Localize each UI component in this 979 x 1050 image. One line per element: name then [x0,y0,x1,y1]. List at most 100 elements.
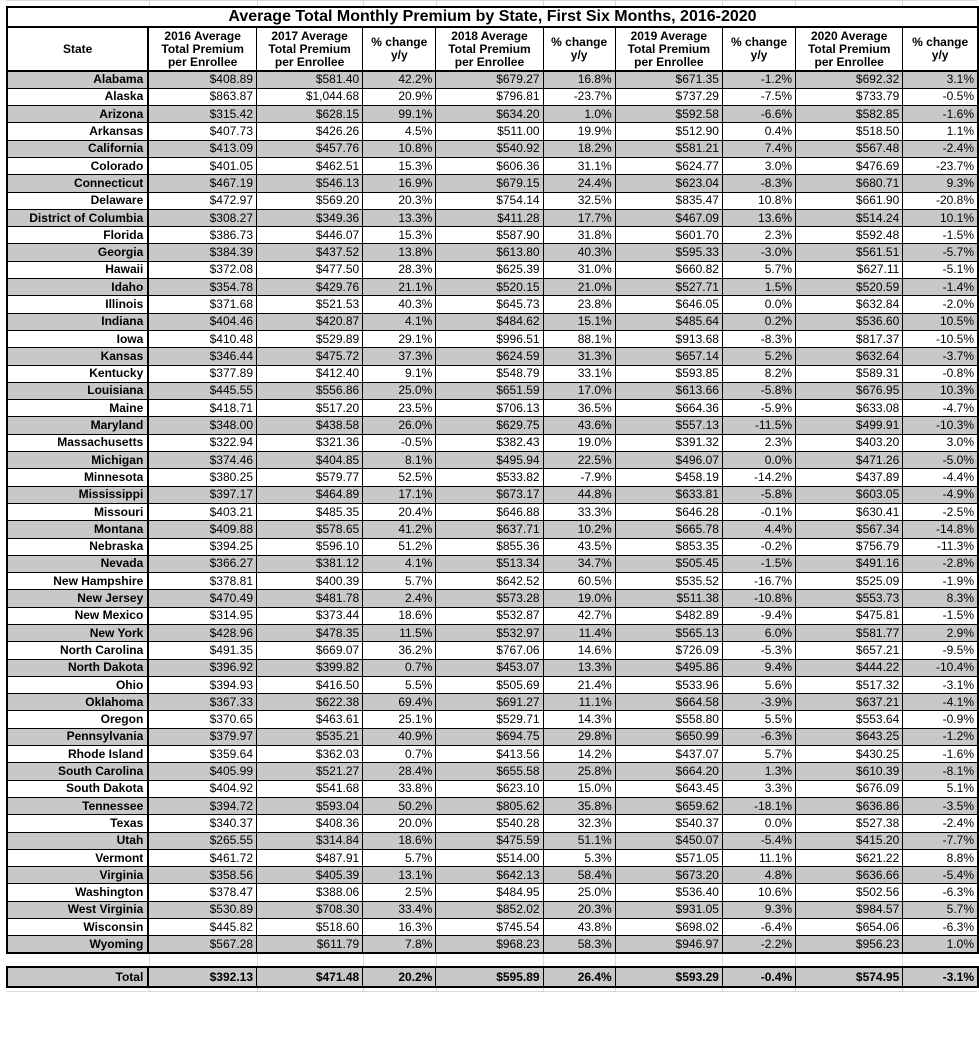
table-row: District of Columbia $308.27 $349.36 13.3% $… [6,208,979,228]
total-cell-pct-change-2018: 26.4% [542,966,616,989]
cell-premium-2020: $589.31 [795,364,904,383]
cell-premium-2018: $642.52 [435,572,544,591]
cell-premium-2016: $445.82 [147,918,258,937]
cell-pct-change-2020: 5.1% [902,779,979,798]
cell-pct-change-2018: 58.4% [542,866,616,885]
cell-pct-change-2018: 19.0% [542,589,616,608]
cell-state: New York [6,623,150,643]
cell-premium-2018: $495.94 [435,451,544,470]
table-row: Illinois $371.68 $521.53 40.3% $645.73 23.8% $… [6,295,979,314]
table-title: Average Total Monthly Premium by State, … [6,6,979,28]
cell-premium-2016: $308.27 [147,208,258,228]
cell-pct-change-2020: -4.4% [902,468,979,487]
cell-premium-2020: $471.26 [795,451,904,470]
cell-pct-change-2018: 43.5% [542,537,616,556]
cell-premium-2020: $603.05 [795,485,904,504]
cell-premium-2020: $430.25 [795,745,904,764]
table-row: Minnesota $380.25 $579.77 52.5% $533.82 -7.9%… [6,468,979,487]
table-head: Average Total Monthly Premium by State, … [6,6,979,72]
cell-pct-change-2020: 5.7% [902,900,979,920]
table-row: Massachusetts $322.94 $321.36 -0.5% $382.43 1… [6,433,979,453]
cell-pct-change-2017: -0.5% [362,433,437,453]
cell-premium-2018: $679.27 [435,70,544,89]
cell-premium-2018: $623.10 [435,779,544,798]
table-row: Montana $409.88 $578.65 41.2% $637.71 10.2% $6… [6,520,979,539]
cell-pct-change-2019: 10.8% [721,191,797,210]
cell-pct-change-2020: -0.8% [902,364,979,383]
cell-state: Delaware [6,191,150,210]
cell-pct-change-2020: -1.9% [902,572,979,591]
cell-premium-2017: $416.50 [255,675,364,695]
table-row: Arkansas $407.73 $426.26 4.5% $511.00 19.9% $5… [6,122,979,141]
cell-premium-2016: $377.89 [147,364,258,383]
cell-pct-change-2019: -11.5% [721,416,797,435]
cell-premium-2020: $520.59 [795,278,904,297]
cell-premium-2016: $371.68 [147,295,258,314]
cell-pct-change-2018: 34.7% [542,554,616,574]
cell-premium-2018: $511.00 [435,122,544,141]
gridline [795,954,796,967]
cell-premium-2020: $553.73 [795,589,904,608]
cell-pct-change-2017: 33.4% [362,900,437,920]
cell-premium-2019: $511.38 [614,589,723,608]
cell-state: South Dakota [6,779,150,798]
cell-state: Idaho [6,278,150,297]
cell-pct-change-2019: 0.0% [721,295,797,314]
cell-pct-change-2020: -11.3% [902,537,979,556]
cell-premium-2016: $405.99 [147,762,258,781]
cell-premium-2020: $733.79 [795,87,904,107]
cell-premium-2020: $632.64 [795,347,904,366]
cell-premium-2016: $408.89 [147,70,258,89]
cell-premium-2017: $405.39 [255,866,364,885]
cell-premium-2016: $366.27 [147,554,258,574]
cell-pct-change-2017: 11.5% [362,623,437,643]
cell-pct-change-2018: -23.7% [542,87,616,107]
cell-state: Louisiana [6,381,150,401]
cell-pct-change-2017: 2.4% [362,589,437,608]
cell-state: Colorado [6,156,150,176]
cell-pct-change-2018: 25.0% [542,883,616,902]
cell-pct-change-2017: 40.3% [362,295,437,314]
cell-premium-2017: $628.15 [255,105,364,124]
cell-premium-2018: $651.59 [435,381,544,401]
cell-pct-change-2017: 8.1% [362,451,437,470]
cell-premium-2019: $450.07 [614,831,723,850]
cell-pct-change-2017: 33.8% [362,779,437,798]
cell-state: New Mexico [6,606,150,626]
cell-premium-2018: $754.14 [435,191,544,210]
cell-premium-2019: $565.13 [614,623,723,643]
cell-pct-change-2017: 42.2% [362,70,437,89]
cell-pct-change-2019: 4.8% [721,866,797,885]
cell-pct-change-2018: 11.4% [542,623,616,643]
cell-premium-2016: $413.09 [147,139,258,158]
cell-premium-2017: $518.60 [255,918,364,937]
cell-pct-change-2020: -1.6% [902,745,979,764]
cell-pct-change-2017: 20.3% [362,191,437,210]
cell-premium-2016: $530.89 [147,900,258,920]
cell-state: Rhode Island [6,745,150,764]
cell-premium-2019: $505.45 [614,554,723,574]
cell-premium-2020: $627.11 [795,260,904,280]
cell-premium-2016: $314.95 [147,606,258,626]
cell-pct-change-2020: -5.7% [902,243,979,262]
cell-premium-2018: $484.95 [435,883,544,902]
cell-premium-2018: $655.58 [435,762,544,781]
cell-premium-2017: $569.20 [255,191,364,210]
table-row: Connecticut $467.19 $546.13 16.9% $679.15 24.… [6,174,979,193]
cell-premium-2017: $408.36 [255,814,364,833]
cell-premium-2018: $532.97 [435,623,544,643]
table-row: Maryland $348.00 $438.58 26.0% $629.75 43.6% $… [6,416,979,435]
cell-pct-change-2017: 20.4% [362,502,437,522]
cell-pct-change-2017: 9.1% [362,364,437,383]
cell-pct-change-2018: 25.8% [542,762,616,781]
gridline [902,988,903,992]
cell-premium-2020: $657.21 [795,641,904,660]
cell-premium-2016: $379.97 [147,727,258,747]
cell-pct-change-2020: 3.1% [902,70,979,89]
cell-state: Minnesota [6,468,150,487]
cell-pct-change-2017: 20.0% [362,814,437,833]
cell-premium-2016: $346.44 [147,347,258,366]
table-row: Virginia $358.56 $405.39 13.1% $642.13 58.4% $… [6,866,979,885]
cell-premium-2016: $315.42 [147,105,258,124]
gridline [902,1,903,6]
